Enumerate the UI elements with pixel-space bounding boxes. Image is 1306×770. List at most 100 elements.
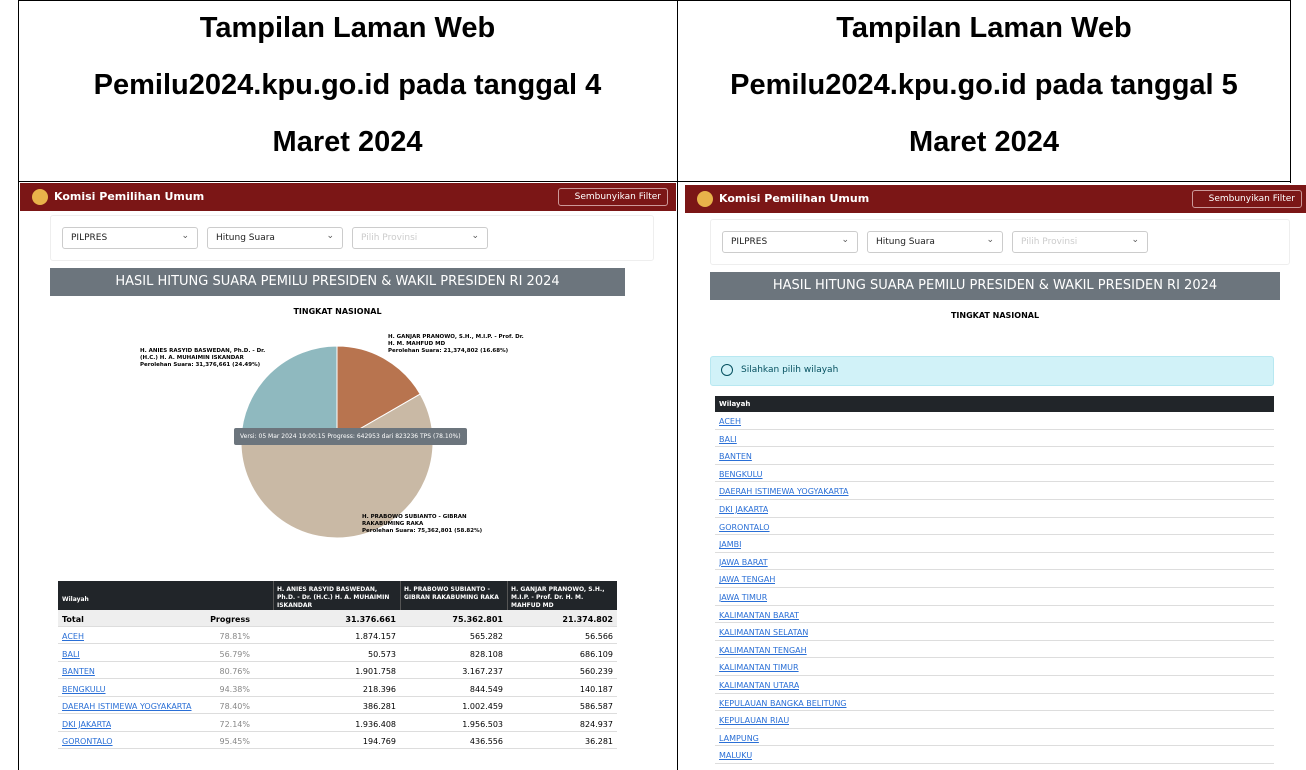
- cell[interactable]: KALIMANTAN TENGAH: [719, 645, 807, 655]
- total-row: [58, 610, 617, 627]
- pie-slice[interactable]: [240, 345, 338, 443]
- select[interactable]: PILPRES ⌄: [62, 227, 198, 249]
- table-row: [715, 535, 1274, 553]
- pie-label: H. GANJAR PRANOWO, S.H., M.I.P. - Prof. …: [388, 334, 528, 355]
- pie-chart: [240, 345, 434, 539]
- cell[interactable]: BALI: [719, 434, 737, 444]
- cell[interactable]: LAMPUNG: [719, 733, 759, 743]
- table-row: [715, 729, 1274, 747]
- cell[interactable]: BENGKULU: [719, 469, 763, 479]
- table-row: [58, 662, 617, 679]
- select-arrow: ⌄: [841, 235, 849, 245]
- col-divider: [400, 581, 401, 610]
- table-row: [715, 482, 1274, 500]
- cell: 194.769: [362, 737, 396, 746]
- cell: 824.937: [579, 719, 613, 729]
- cell[interactable]: BALI: [62, 649, 80, 659]
- alert-text: Silahkan pilih wilayah: [741, 365, 839, 375]
- pie-label: H. PRABOWO SUBIANTO - GIBRAN RAKABUMING …: [362, 514, 502, 535]
- cell: 140.187: [579, 684, 613, 694]
- cell: 21.374.802: [562, 615, 613, 624]
- cell: 72.14%: [219, 719, 250, 729]
- select[interactable]: Hitung Suara ⌄: [867, 231, 1003, 253]
- cell: 1.901.758: [355, 667, 396, 676]
- cell: 80.76%: [219, 667, 250, 676]
- banner: HASIL HITUNG SUARA PEMILU PRESIDEN & WAK…: [50, 268, 625, 296]
- select[interactable]: Pilih Provinsi ⌄: [1012, 231, 1148, 253]
- cell: 1.956.503: [462, 719, 503, 729]
- select-arrow: ⌄: [1131, 235, 1139, 245]
- cell: 565.282: [469, 632, 503, 641]
- table-row: [58, 697, 617, 714]
- filter-button[interactable]: Sembunyikan Filter: [1191, 190, 1302, 208]
- cell[interactable]: MALUKU: [719, 751, 753, 761]
- cell[interactable]: GORONTALO: [719, 522, 770, 532]
- cell: 56.566: [585, 632, 613, 641]
- cell[interactable]: JAWA BARAT: [719, 557, 768, 567]
- cell[interactable]: JAWA TENGAH: [719, 575, 776, 585]
- header-right: Tampilan Laman Web Pemilu2024.kpu.go.id p…: [678, 0, 1290, 181]
- table-row: [715, 746, 1274, 764]
- cell[interactable]: KEPULAUAN RIAU: [719, 716, 790, 726]
- cell[interactable]: JAMBI: [719, 540, 742, 550]
- table-row: [715, 500, 1274, 518]
- pie-label-name: H. ANIES RASYID BASWEDAN, Ph.D. - Dr. (H…: [140, 348, 266, 361]
- cell: 1.002.459: [462, 702, 503, 711]
- logo: [32, 189, 48, 205]
- cell[interactable]: ACEH: [719, 417, 741, 426]
- table-row: [58, 644, 617, 662]
- screenshot-right: Komisi Pemilihan Umum Sembunyikan Filter P…: [685, 183, 1306, 770]
- table-row: [715, 518, 1274, 536]
- cell: Progress: [210, 615, 250, 624]
- header-divider: [18, 181, 1291, 182]
- th: H. GANJAR PRANOWO, S.H., M.I.P. - Prof. …: [511, 586, 605, 609]
- cell: Total: [62, 615, 84, 624]
- pie-label-name: H. GANJAR PRANOWO, S.H., M.I.P. - Prof. …: [388, 334, 524, 347]
- cell[interactable]: KALIMANTAN TIMUR: [719, 663, 799, 673]
- th: Wilayah: [719, 400, 751, 408]
- cell[interactable]: KALIMANTAN BARAT: [719, 610, 799, 620]
- filter-button[interactable]: Sembunyikan Filter: [557, 188, 668, 206]
- table-row: [715, 412, 1274, 430]
- table-row: [715, 658, 1274, 676]
- cell[interactable]: BANTEN: [719, 452, 752, 462]
- alert-icon: [721, 364, 733, 376]
- select-arrow: ⌄: [986, 235, 994, 245]
- section-title: TINGKAT NASIONAL: [293, 307, 382, 316]
- cell: 50.573: [368, 649, 396, 659]
- cell: 75.362.801: [452, 615, 503, 624]
- table-header: [58, 581, 617, 610]
- table-row: [715, 694, 1274, 712]
- select[interactable]: Hitung Suara ⌄: [207, 227, 343, 249]
- cell[interactable]: DAERAH ISTIMEWA YOGYAKARTA: [62, 702, 192, 711]
- table-row: [715, 553, 1274, 571]
- table-header: [715, 396, 1274, 412]
- cell[interactable]: GORONTALO: [62, 737, 113, 746]
- cell: 3.167.237: [462, 667, 503, 676]
- cell[interactable]: DAERAH ISTIMEWA YOGYAKARTA: [719, 487, 849, 497]
- cell[interactable]: KALIMANTAN UTARA: [719, 681, 800, 690]
- table-row: [715, 623, 1274, 641]
- select-arrow: ⌄: [471, 231, 479, 241]
- screenshot-left: Komisi Pemilihan Umum Sembunyikan Filter P…: [20, 183, 676, 770]
- cell: 436.556: [469, 737, 503, 746]
- cell[interactable]: JAWA TIMUR: [719, 593, 768, 602]
- table-row: [715, 711, 1274, 729]
- select[interactable]: PILPRES ⌄: [722, 231, 858, 253]
- column-divider: [677, 0, 678, 770]
- pie-label-value: Perolehan Suara: 21,374,802 (16.68%): [388, 348, 509, 354]
- filter-card: [710, 219, 1290, 265]
- cell[interactable]: KEPULAUAN BANGKA BELITUNG: [719, 698, 847, 708]
- cell[interactable]: BANTEN: [62, 667, 95, 676]
- banner: HASIL HITUNG SUARA PEMILU PRESIDEN & WAK…: [710, 272, 1280, 300]
- cell[interactable]: DKI JAKARTA: [62, 719, 112, 729]
- cell[interactable]: KALIMANTAN SELATAN: [719, 628, 809, 638]
- brand: Komisi Pemilihan Umum: [719, 192, 870, 205]
- pie-slice[interactable]: [336, 345, 421, 443]
- cell[interactable]: DKI JAKARTA: [719, 505, 769, 514]
- header-line: Tampilan Laman Web: [199, 12, 496, 44]
- select[interactable]: Pilih Provinsi ⌄: [352, 227, 488, 249]
- cell[interactable]: ACEH: [62, 632, 84, 641]
- select-arrow: ⌄: [326, 231, 334, 241]
- cell[interactable]: BENGKULU: [62, 684, 106, 694]
